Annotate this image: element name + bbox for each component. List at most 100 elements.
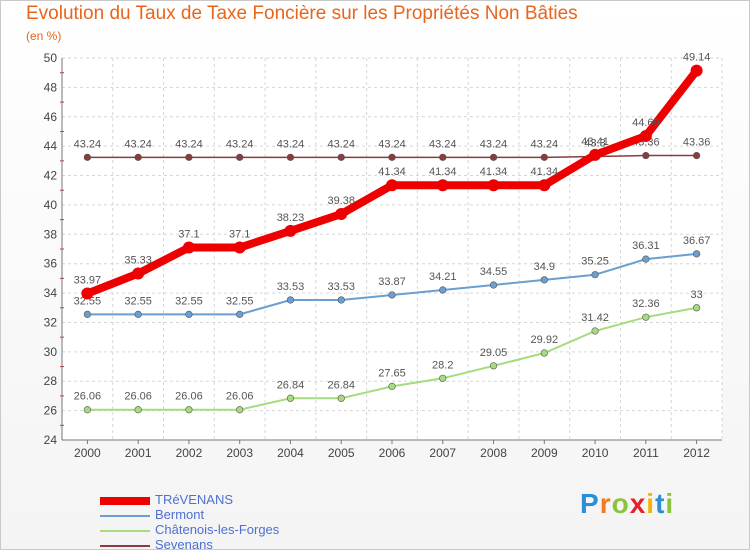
y-tick-label: 28 — [44, 374, 58, 388]
x-tick-label: 2010 — [582, 446, 609, 460]
data-label: 38.23 — [277, 212, 305, 224]
data-point — [489, 281, 498, 289]
data-label: 26.06 — [124, 391, 152, 403]
data-label: 49.14 — [683, 52, 711, 64]
data-point — [134, 406, 142, 414]
data-point — [591, 271, 599, 279]
data-point — [690, 64, 703, 77]
data-label: 26.06 — [74, 391, 102, 403]
y-tick-label: 38 — [44, 227, 58, 241]
data-label: 26.84 — [277, 379, 305, 391]
data-point — [233, 241, 246, 254]
data-label: 44.69 — [632, 117, 660, 129]
legend-swatch — [100, 530, 150, 532]
data-label: 32.36 — [632, 298, 660, 310]
data-point — [83, 310, 91, 318]
data-label: 33 — [690, 289, 702, 301]
data-label: 35.33 — [124, 255, 152, 267]
legend-label: Châtenois-les-Forges — [155, 522, 280, 537]
data-label: 28.2 — [432, 359, 453, 371]
data-label: 39.38 — [327, 195, 355, 207]
x-tick-label: 2002 — [176, 446, 203, 460]
y-tick-label: 32 — [44, 315, 58, 329]
data-label: 37.1 — [229, 229, 250, 241]
y-tick-label: 44 — [44, 139, 58, 153]
data-label: 36.31 — [632, 240, 660, 252]
legend-label: Bermont — [155, 507, 205, 522]
data-label: 43.24 — [124, 138, 152, 150]
data-label: 32.55 — [226, 295, 254, 307]
data-label: 29.05 — [480, 347, 508, 359]
data-point — [134, 310, 142, 318]
data-point — [540, 349, 548, 357]
data-label: 34.55 — [480, 266, 508, 278]
data-label: 43.24 — [378, 138, 406, 150]
data-point — [81, 287, 94, 300]
x-tick-label: 2001 — [125, 446, 152, 460]
chart-title: Evolution du Taux de Taxe Foncière sur l… — [26, 3, 578, 24]
data-label: 43.24 — [480, 138, 508, 150]
data-point — [182, 241, 195, 254]
data-label: 43.24 — [226, 138, 254, 150]
data-point — [436, 179, 449, 192]
data-label: 43.24 — [175, 138, 203, 150]
data-point — [642, 313, 650, 321]
data-point — [693, 151, 701, 160]
data-point — [185, 153, 193, 161]
data-point — [487, 179, 500, 192]
data-point — [83, 153, 91, 161]
data-label: 32.55 — [74, 295, 102, 307]
data-label: 41.34 — [429, 166, 457, 178]
data-label: 43.24 — [327, 138, 355, 150]
data-point — [185, 406, 193, 414]
data-point — [642, 255, 650, 263]
x-tick-label: 2005 — [328, 446, 355, 460]
data-point — [639, 130, 652, 143]
data-point — [236, 153, 244, 161]
x-tick-label: 2011 — [633, 446, 659, 460]
x-tick-label: 2000 — [74, 446, 101, 460]
data-point — [540, 276, 548, 284]
data-label: 41.34 — [531, 166, 559, 178]
data-point — [642, 151, 650, 160]
data-label: 34.9 — [534, 261, 555, 273]
data-label: 29.92 — [531, 334, 559, 346]
data-label: 33.53 — [277, 281, 305, 293]
data-point — [693, 250, 701, 258]
x-tick-label: 2012 — [683, 446, 710, 460]
data-point — [589, 148, 602, 161]
data-point — [337, 153, 345, 161]
data-point — [286, 394, 295, 402]
data-point — [337, 394, 345, 402]
y-tick-label: 24 — [44, 433, 58, 447]
data-label: 27.65 — [378, 367, 406, 379]
x-tick-label: 2004 — [277, 446, 304, 460]
data-point — [388, 153, 396, 161]
data-label: 43.24 — [429, 138, 457, 150]
data-label: 43.24 — [74, 138, 102, 150]
data-point — [134, 153, 142, 161]
y-tick-label: 40 — [44, 198, 58, 212]
data-point — [286, 153, 295, 161]
plot-area — [62, 58, 722, 440]
x-tick-label: 2009 — [531, 446, 558, 460]
y-tick-label: 34 — [44, 286, 58, 300]
data-label: 26.84 — [327, 379, 355, 391]
data-point — [439, 153, 447, 161]
data-label: 36.67 — [683, 235, 711, 247]
chart-subtitle: (en %) — [26, 29, 62, 43]
data-label: 31.42 — [581, 312, 609, 324]
data-point — [388, 291, 396, 299]
x-tick-label: 2006 — [379, 446, 406, 460]
data-label: 34.21 — [429, 271, 457, 283]
data-point — [236, 310, 244, 318]
data-point — [132, 267, 145, 280]
data-point — [439, 374, 447, 382]
data-point — [489, 153, 498, 161]
data-label: 43.24 — [277, 138, 305, 150]
data-point — [591, 327, 599, 335]
data-point — [185, 310, 193, 318]
data-point — [335, 208, 348, 221]
data-label: 33.97 — [74, 275, 102, 287]
data-point — [489, 362, 498, 370]
